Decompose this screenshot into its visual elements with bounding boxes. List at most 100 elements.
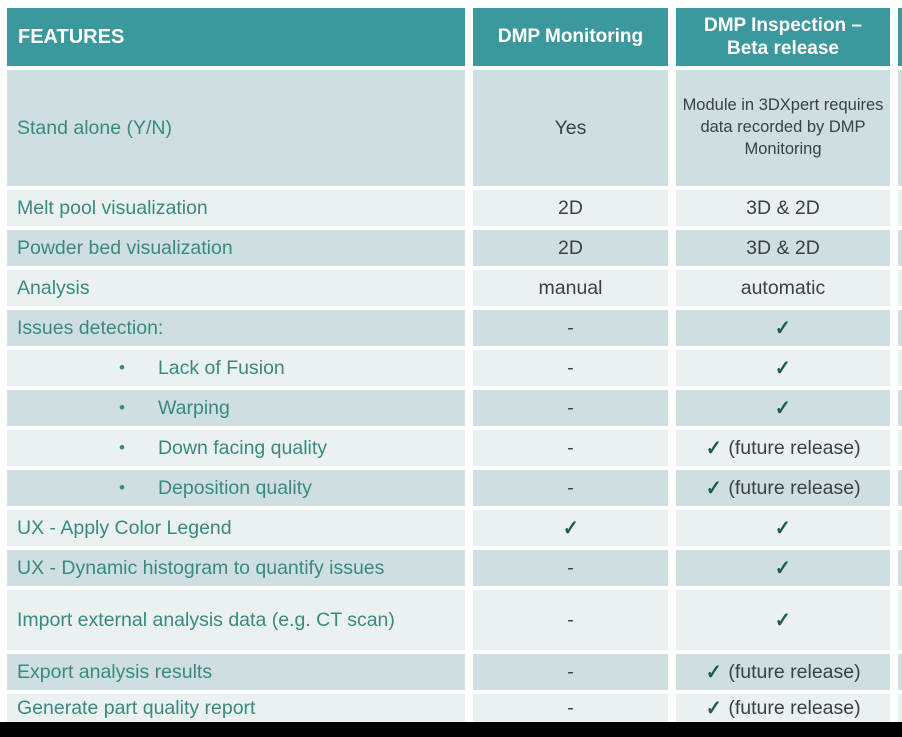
inspection-cell: ✓ xyxy=(676,390,890,426)
features-header-label: FEATURES xyxy=(18,25,125,48)
value-text: Module in 3DXpert requires data recorded… xyxy=(682,96,884,158)
bullet-icon: • xyxy=(119,478,125,497)
value-text: - xyxy=(567,436,574,459)
value-note: (future release) xyxy=(722,697,861,719)
inspection-cell: 3D & 2D xyxy=(676,230,890,266)
table-row: UX - Dynamic histogram to quantify issue… xyxy=(7,550,902,586)
value-note: (future release) xyxy=(722,476,861,499)
monitoring-cell: - xyxy=(473,470,668,506)
table-edge-sliver xyxy=(898,550,902,586)
value-text: - xyxy=(567,660,574,683)
value-text: - xyxy=(567,556,574,579)
table-row: Analysis manual automatic xyxy=(7,270,902,306)
feature-cell: UX - Dynamic histogram to quantify issue… xyxy=(7,550,465,586)
feature-label: Issues detection: xyxy=(17,316,164,339)
feature-comparison-table: FEATURES DMP Monitoring DMP Inspection –… xyxy=(7,8,902,727)
table-body: Stand alone (Y/N) Yes Module in 3DXpert re… xyxy=(7,70,902,723)
monitoring-column-header: DMP Monitoring xyxy=(473,8,668,66)
inspection-header-label-line1: DMP Inspection – xyxy=(703,14,862,36)
monitoring-cell: - xyxy=(473,310,668,346)
check-icon: ✓ xyxy=(775,516,791,540)
value-note: (future release) xyxy=(722,436,861,459)
check-icon: ✓ xyxy=(775,556,791,580)
feature-label: Powder bed visualization xyxy=(17,236,233,259)
table-edge-sliver xyxy=(898,590,902,650)
table-row: Stand alone (Y/N) Yes Module in 3DXpert re… xyxy=(7,70,902,186)
monitoring-cell: - xyxy=(473,550,668,586)
feature-label: Export analysis results xyxy=(17,660,213,683)
inspection-cell: ✓ xyxy=(676,550,890,586)
feature-cell: Issues detection: xyxy=(7,310,465,346)
table-row: • Down facing quality - ✓ (future release) xyxy=(7,430,902,466)
value-text: - xyxy=(567,608,574,631)
table-edge-sliver xyxy=(898,510,902,546)
table-row: Issues detection: - ✓ xyxy=(7,310,902,346)
value-text: - xyxy=(567,356,574,379)
feature-cell: Import external analysis data (e.g. CT s… xyxy=(7,590,465,650)
feature-label: Lack of Fusion xyxy=(157,356,285,379)
check-icon: ✓ xyxy=(775,396,791,420)
table-row: • Lack of Fusion - ✓ xyxy=(7,350,902,386)
table-edge-sliver xyxy=(898,430,902,466)
check-icon: ✓ xyxy=(562,516,579,540)
check-icon: ✓ xyxy=(706,660,723,684)
table-edge-sliver xyxy=(898,230,902,266)
inspection-header-label-line2: Beta release xyxy=(727,38,839,59)
monitoring-cell: - xyxy=(473,350,668,386)
table-edge-sliver xyxy=(898,190,902,226)
value-text: - xyxy=(567,316,574,339)
monitoring-cell: 2D xyxy=(473,190,668,226)
table-row: Generate part quality report - ✓ (future r… xyxy=(7,694,902,723)
table-row: • Warping - ✓ xyxy=(7,390,902,426)
table-row: Export analysis results - ✓ (future releas… xyxy=(7,654,902,690)
feature-label: Generate part quality report xyxy=(17,697,256,719)
feature-label: Melt pool visualization xyxy=(17,196,208,219)
value-text: automatic xyxy=(740,276,826,299)
monitoring-header-label: DMP Monitoring xyxy=(497,26,644,47)
monitoring-cell: - xyxy=(473,590,668,650)
table-edge-sliver xyxy=(898,390,902,426)
feature-label: UX - Dynamic histogram to quantify issue… xyxy=(17,556,385,579)
check-icon: ✓ xyxy=(706,697,723,720)
table-edge-sliver xyxy=(898,270,902,306)
monitoring-cell: - xyxy=(473,654,668,690)
monitoring-cell: - xyxy=(473,694,668,723)
feature-label: Analysis xyxy=(17,276,90,299)
check-icon: ✓ xyxy=(775,316,791,340)
monitoring-cell: - xyxy=(473,430,668,466)
inspection-column-header: DMP Inspection – Beta release xyxy=(676,8,890,66)
feature-label: Deposition quality xyxy=(157,476,312,499)
feature-cell: Generate part quality report xyxy=(7,694,465,723)
value-text: 3D & 2D xyxy=(746,236,820,259)
table-edge-sliver xyxy=(898,350,902,386)
value-note: (future release) xyxy=(722,660,861,683)
feature-label: UX - Apply Color Legend xyxy=(17,516,232,539)
check-icon: ✓ xyxy=(706,436,723,460)
feature-cell: • Deposition quality xyxy=(7,470,465,506)
feature-cell: Melt pool visualization xyxy=(7,190,465,226)
inspection-cell: ✓ (future release) xyxy=(676,654,890,690)
inspection-cell: ✓ xyxy=(676,350,890,386)
check-icon: ✓ xyxy=(775,608,791,632)
table-row: Import external analysis data (e.g. CT s… xyxy=(7,590,902,650)
value-text: 3D & 2D xyxy=(746,196,820,219)
bottom-black-bar xyxy=(0,722,902,737)
features-column-header: FEATURES xyxy=(7,8,465,66)
table-row: Powder bed visualization 2D 3D & 2D xyxy=(7,230,902,266)
feature-cell: • Warping xyxy=(7,390,465,426)
feature-label: Down facing quality xyxy=(157,436,328,459)
table-header-row: FEATURES DMP Monitoring DMP Inspection –… xyxy=(7,8,902,66)
feature-label: Stand alone (Y/N) xyxy=(17,116,173,139)
inspection-cell: automatic xyxy=(676,270,890,306)
inspection-cell: 3D & 2D xyxy=(676,190,890,226)
inspection-cell: ✓ (future release) xyxy=(676,470,890,506)
table-edge-sliver xyxy=(898,654,902,690)
table-edge-sliver xyxy=(898,694,902,723)
bullet-icon: • xyxy=(119,398,125,417)
feature-label: Warping xyxy=(157,396,230,419)
value-text: - xyxy=(567,476,574,499)
feature-cell: • Down facing quality xyxy=(7,430,465,466)
table-edge-sliver xyxy=(898,310,902,346)
feature-cell: Powder bed visualization xyxy=(7,230,465,266)
monitoring-cell: manual xyxy=(473,270,668,306)
